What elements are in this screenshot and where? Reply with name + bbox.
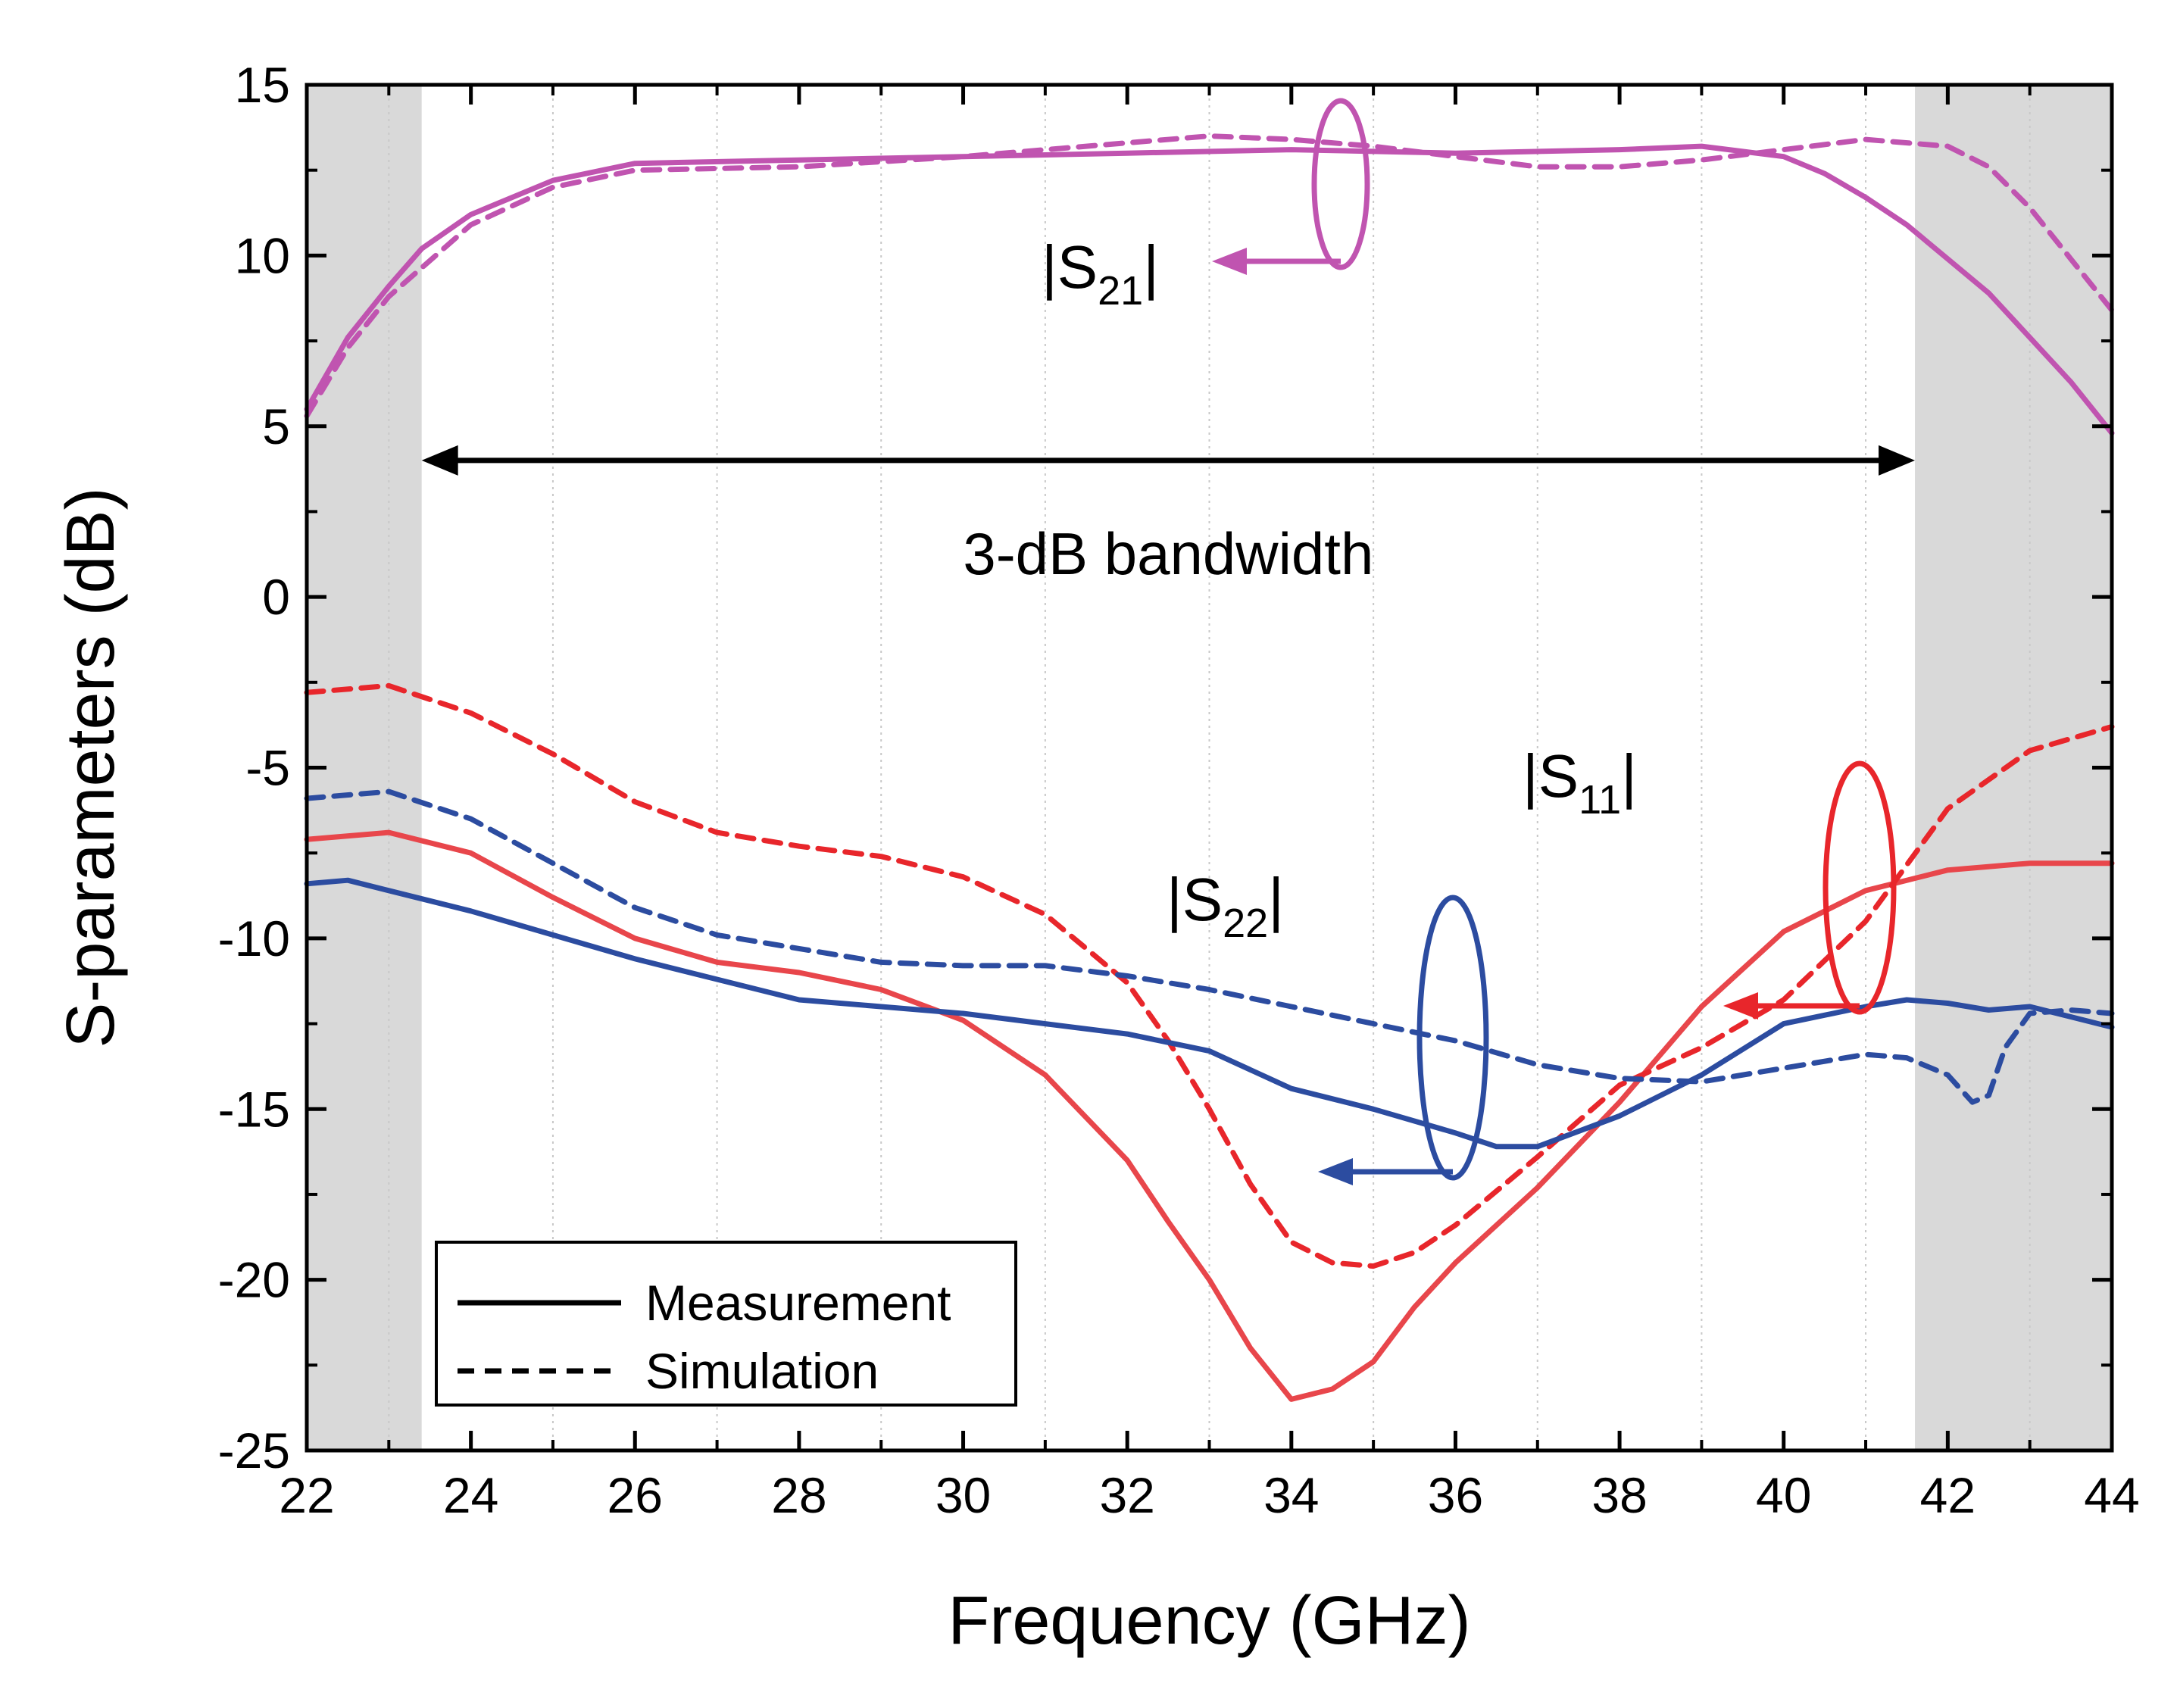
legend: Measurement Simulation xyxy=(435,1241,1017,1407)
callout-label-21: |S21| xyxy=(1042,233,1159,314)
bandwidth-arrow-head-left xyxy=(421,445,458,476)
shaded-bands xyxy=(307,85,2112,1450)
x-tick-label: 28 xyxy=(771,1467,826,1523)
legend-box xyxy=(435,1241,1017,1407)
shaded-band-1 xyxy=(1915,85,2112,1450)
y-axis-title: S-parameters (dB) xyxy=(53,487,129,1048)
x-tick-label: 22 xyxy=(279,1467,334,1523)
callout-ellipse-22 xyxy=(1416,895,1489,1181)
callout-label-22: |S22| xyxy=(1167,866,1284,946)
series-s22_sim xyxy=(304,788,2115,1105)
x-tick-label: 30 xyxy=(935,1467,991,1523)
series-s11_meas xyxy=(304,829,2115,1402)
y-tick-label: -10 xyxy=(218,910,290,966)
x-tick-label: 38 xyxy=(1591,1467,1647,1523)
y-tick-label: -20 xyxy=(218,1252,290,1308)
callout-ellipse-11 xyxy=(1822,760,1897,1015)
series-s21_sim xyxy=(304,133,2115,419)
y-tick-label: 15 xyxy=(235,57,290,113)
callout-ellipse-21 xyxy=(1311,98,1370,270)
y-tick-label: 10 xyxy=(235,227,290,283)
y-tick-label: -5 xyxy=(245,740,290,796)
y-tick-label: 0 xyxy=(262,569,290,625)
x-tick-label: 32 xyxy=(1099,1467,1154,1523)
axis-ticks: 22 24 26 28 30 32 34 36 38 40 42 44 15 10 5 0 -5 -10 -15 -2… xyxy=(218,57,2140,1523)
x-axis-title: Frequency (GHz) xyxy=(948,1583,1470,1659)
annotations: 3-dB bandwidth |S21| |S11| |S22| xyxy=(421,98,1916,1185)
x-tick-label: 36 xyxy=(1428,1467,1483,1523)
legend-label-solid: Measurement xyxy=(645,1275,951,1331)
x-tick-label: 42 xyxy=(1920,1467,1976,1523)
x-tick-label: 24 xyxy=(443,1467,498,1523)
callout-arrow-head-11 xyxy=(1723,992,1758,1019)
x-tick-label: 26 xyxy=(607,1467,663,1523)
callout-arrow-head-22 xyxy=(1318,1158,1353,1185)
y-tick-label: -15 xyxy=(218,1081,290,1137)
series-s21_meas xyxy=(304,143,2115,436)
y-tick-label: 5 xyxy=(262,398,290,454)
x-tick-label: 44 xyxy=(2084,1467,2139,1523)
series-s11_sim xyxy=(304,682,2115,1269)
bandwidth-label: 3-dB bandwidth xyxy=(963,520,1373,587)
series-s22_meas xyxy=(304,877,2115,1150)
callout-arrow-head-21 xyxy=(1212,248,1247,275)
x-tick-label: 40 xyxy=(1756,1467,1811,1523)
bandwidth-arrow-head-right xyxy=(1879,445,1916,476)
x-tick-label: 34 xyxy=(1263,1467,1319,1523)
callout-label-11: |S11| xyxy=(1523,742,1637,823)
y-tick-label: -25 xyxy=(218,1422,290,1478)
legend-label-dashed: Simulation xyxy=(645,1343,879,1399)
